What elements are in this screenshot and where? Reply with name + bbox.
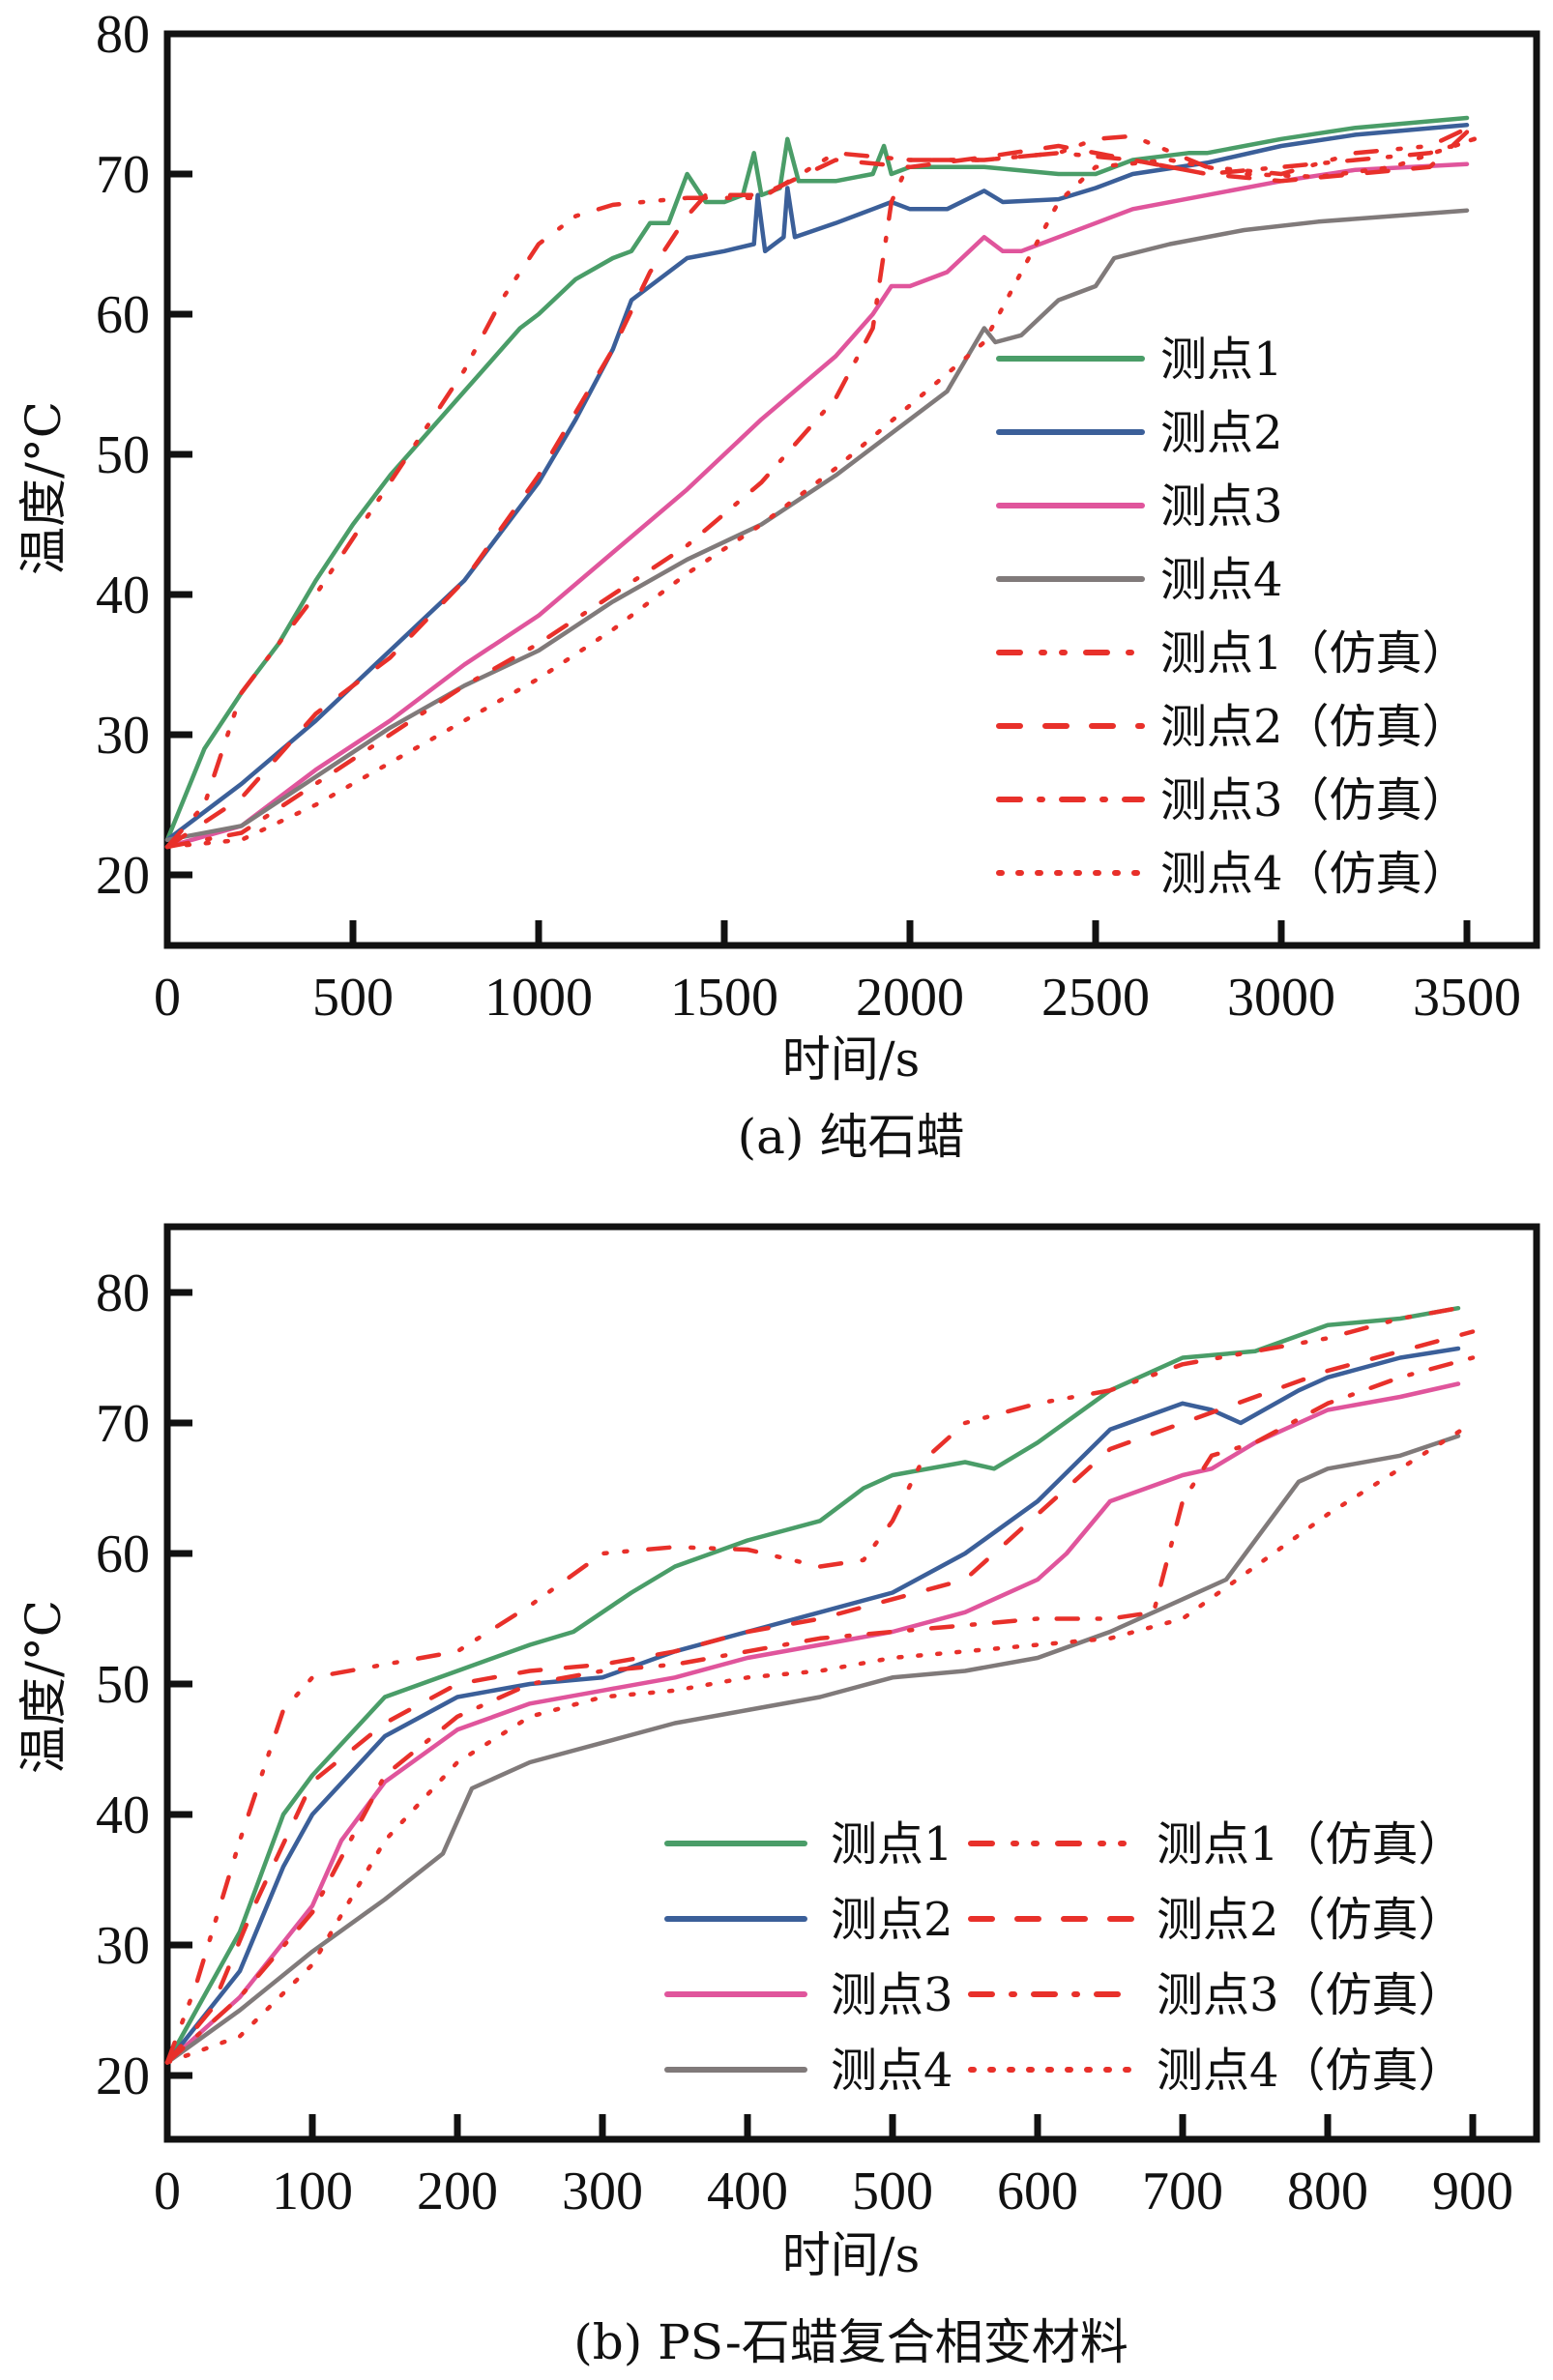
y-tick-label: 60 bbox=[96, 285, 150, 345]
x-tick-label: 900 bbox=[1432, 2162, 1513, 2221]
x-tick-label: 2000 bbox=[856, 968, 964, 1028]
y-tick-label: 40 bbox=[96, 1785, 150, 1845]
x-tick-label: 2500 bbox=[1041, 968, 1150, 1028]
y-tick-label: 80 bbox=[96, 1263, 150, 1323]
legend-label-8: 测点4（仿真） bbox=[1157, 2044, 1465, 2098]
x-tick-label: 500 bbox=[852, 2162, 933, 2221]
y-tick-label: 70 bbox=[96, 1394, 150, 1454]
legend-label-3: 测点3 bbox=[831, 1968, 953, 2022]
series-line-5 bbox=[164, 123, 1477, 850]
legend-label-5: 测点1（仿真） bbox=[1157, 1817, 1465, 1872]
x-tick-label: 1000 bbox=[484, 968, 593, 1028]
series-line-7 bbox=[164, 1355, 1476, 2065]
series-line-8 bbox=[164, 136, 1477, 850]
y-tick-label: 70 bbox=[96, 145, 150, 205]
legend-label-4: 测点4 bbox=[831, 2044, 953, 2098]
chart-a-series bbox=[164, 115, 1477, 850]
legend-label-1: 测点1 bbox=[831, 1817, 953, 1872]
legend-label-3: 测点3 bbox=[1160, 479, 1283, 534]
chart-b-series bbox=[164, 1303, 1476, 2065]
x-tick-label: 500 bbox=[312, 968, 394, 1028]
chart-a-plot-frame bbox=[163, 30, 1540, 949]
legend-label-6: 测点2（仿真） bbox=[1160, 700, 1469, 754]
x-tick-label: 400 bbox=[707, 2162, 788, 2221]
chart-b-caption: (b) PS-石蜡复合相变材料 bbox=[573, 2314, 1128, 2370]
chart-a-pure-paraffin: 0 500 1000 1500 2000 2500 3000 3500 20 30 40 50 60 70… bbox=[15, 5, 1540, 1165]
series-line-7 bbox=[164, 136, 1477, 850]
series-line-5 bbox=[164, 1303, 1476, 2065]
legend-label-8: 测点4（仿真） bbox=[1160, 847, 1469, 901]
chart-b-ps-paraffin-composite: 0 100 200 300 400 500 600 700 800 900 20 30 40 50 60 70… bbox=[15, 1223, 1540, 2370]
y-tick-label: 20 bbox=[96, 846, 150, 906]
y-tick-label: 20 bbox=[96, 2046, 150, 2106]
chart-b-x-axis-title: 时间/s bbox=[782, 2227, 921, 2283]
legend-label-1: 测点1 bbox=[1160, 333, 1283, 387]
series-line-3 bbox=[164, 161, 1470, 850]
series-line-1 bbox=[164, 115, 1470, 843]
x-tick-label: 300 bbox=[562, 2162, 643, 2221]
legend-label-5: 测点1（仿真） bbox=[1160, 626, 1469, 681]
legend-label-6: 测点2（仿真） bbox=[1157, 1893, 1465, 1947]
x-tick-label: 800 bbox=[1287, 2162, 1368, 2221]
legend-label-4: 测点4 bbox=[1160, 553, 1283, 607]
legend-label-7: 测点3（仿真） bbox=[1160, 773, 1469, 827]
y-tick-label: 80 bbox=[96, 5, 150, 65]
y-tick-label: 30 bbox=[96, 1916, 150, 1976]
y-tick-label: 50 bbox=[96, 1655, 150, 1715]
x-tick-label: 700 bbox=[1142, 2162, 1223, 2221]
chart-a-x-axis-title: 时间/s bbox=[782, 1031, 921, 1088]
series-line-4 bbox=[164, 1434, 1461, 2065]
chart-a-caption: (a) 纯石蜡 bbox=[738, 1109, 965, 1165]
series-line-6 bbox=[164, 123, 1477, 850]
x-tick-label: 3500 bbox=[1413, 968, 1521, 1028]
x-tick-label: 200 bbox=[417, 2162, 498, 2221]
series-line-2 bbox=[164, 1346, 1461, 2065]
x-tick-label: 600 bbox=[997, 2162, 1078, 2221]
legend-label-2: 测点2 bbox=[831, 1893, 953, 1947]
legend-label-7: 测点3（仿真） bbox=[1157, 1968, 1465, 2022]
chart-a-legend: 测点1 测点2 测点3 测点4 测点1（仿真） 测点2（仿真） 测点3（仿真） 测点4（仿真） bbox=[996, 333, 1469, 901]
series-line-2 bbox=[164, 123, 1470, 843]
y-tick-label: 40 bbox=[96, 566, 150, 625]
chart-a-y-axis-title: 温度/°C bbox=[15, 401, 72, 575]
chart-a-ticks: 0 500 1000 1500 2000 2500 3000 3500 20 30 40 50 60 70… bbox=[96, 5, 1521, 1028]
series-line-1 bbox=[164, 1305, 1461, 2065]
series-line-3 bbox=[164, 1381, 1461, 2065]
x-tick-label: 100 bbox=[272, 2162, 353, 2221]
chart-b-y-axis-title: 温度/°C bbox=[15, 1600, 72, 1774]
y-tick-label: 60 bbox=[96, 1524, 150, 1584]
y-tick-label: 50 bbox=[96, 425, 150, 485]
chart-b-legend: 测点1 测点2 测点3 测点4 测点1（仿真） 测点2（仿真） 测点3（仿真） 测点4（仿真） bbox=[664, 1817, 1465, 2098]
x-tick-label: 0 bbox=[154, 968, 181, 1028]
x-tick-label: 3000 bbox=[1227, 968, 1335, 1028]
chart-b-ticks: 0 100 200 300 400 500 600 700 800 900 20 30 40 50 60 70… bbox=[96, 1263, 1513, 2221]
y-tick-label: 30 bbox=[96, 706, 150, 766]
series-line-6 bbox=[164, 1329, 1476, 2065]
x-tick-label: 0 bbox=[154, 2162, 181, 2221]
legend-label-2: 测点2 bbox=[1160, 406, 1283, 460]
x-tick-label: 1500 bbox=[670, 968, 778, 1028]
